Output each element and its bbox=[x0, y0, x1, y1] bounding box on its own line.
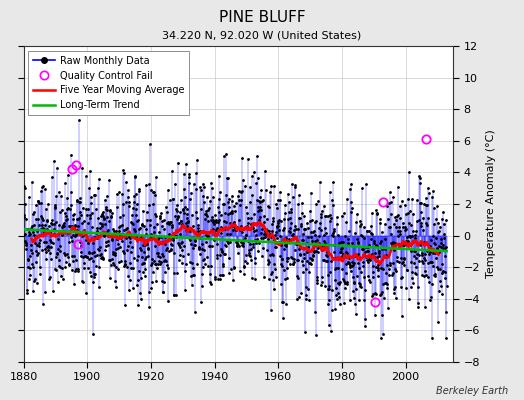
Text: 34.220 N, 92.020 W (United States): 34.220 N, 92.020 W (United States) bbox=[162, 30, 362, 40]
Legend: Raw Monthly Data, Quality Control Fail, Five Year Moving Average, Long-Term Tren: Raw Monthly Data, Quality Control Fail, … bbox=[28, 51, 189, 115]
Text: PINE BLUFF: PINE BLUFF bbox=[219, 10, 305, 25]
Y-axis label: Temperature Anomaly (°C): Temperature Anomaly (°C) bbox=[486, 130, 496, 278]
Text: Berkeley Earth: Berkeley Earth bbox=[436, 386, 508, 396]
